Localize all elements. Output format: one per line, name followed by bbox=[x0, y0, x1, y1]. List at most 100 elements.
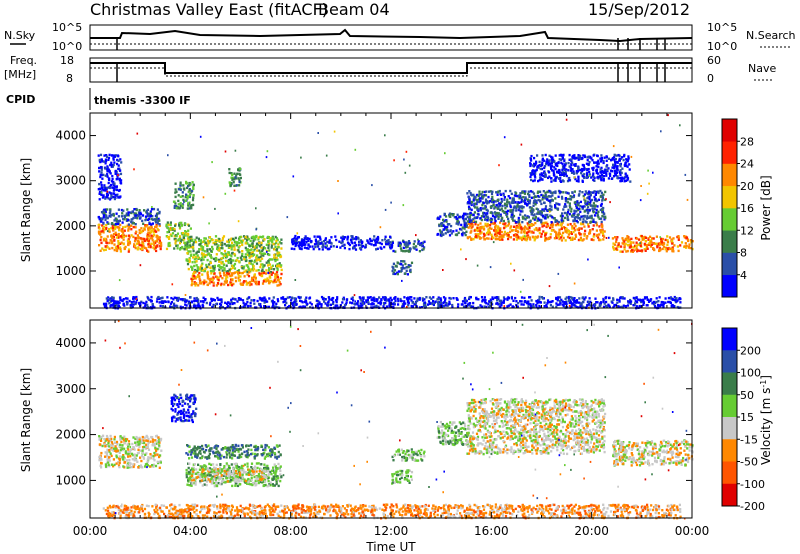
data-cell bbox=[579, 154, 582, 158]
data-cell bbox=[500, 200, 504, 203]
data-cell bbox=[473, 204, 476, 208]
data-cell bbox=[149, 212, 152, 215]
data-cell bbox=[223, 249, 227, 253]
data-cell bbox=[179, 248, 182, 251]
data-cell bbox=[645, 304, 648, 307]
data-cell bbox=[450, 224, 453, 228]
data-cell bbox=[552, 171, 555, 174]
data-cell bbox=[558, 170, 561, 173]
data-cell bbox=[403, 260, 406, 263]
data-cell bbox=[502, 194, 505, 197]
data-cell bbox=[360, 244, 363, 247]
data-cell bbox=[228, 268, 231, 271]
data-cell bbox=[120, 179, 123, 182]
data-cell bbox=[128, 224, 131, 228]
data-cell bbox=[568, 153, 571, 157]
data-cell bbox=[108, 177, 111, 180]
data-cell bbox=[162, 301, 165, 305]
data-cell bbox=[343, 236, 346, 239]
data-cell bbox=[105, 297, 108, 300]
data-cell bbox=[630, 241, 633, 244]
data-cell bbox=[154, 221, 157, 224]
data-cell bbox=[107, 296, 110, 299]
data-cell bbox=[245, 240, 248, 244]
data-cell bbox=[187, 250, 190, 253]
data-cell bbox=[570, 302, 573, 305]
data-cell bbox=[595, 224, 598, 227]
data-cell bbox=[533, 239, 536, 242]
data-cell bbox=[562, 236, 565, 240]
data-cell bbox=[487, 224, 490, 227]
data-cell bbox=[551, 156, 554, 159]
data-cell bbox=[538, 227, 541, 230]
data-cell bbox=[224, 278, 227, 281]
data-cell bbox=[541, 196, 545, 199]
data-cell bbox=[571, 236, 574, 239]
data-cell bbox=[208, 303, 212, 306]
data-cell bbox=[284, 297, 288, 301]
data-cell bbox=[597, 165, 600, 169]
data-cell bbox=[449, 297, 452, 300]
data-cell bbox=[381, 296, 385, 299]
data-cell bbox=[400, 263, 403, 266]
data-cell bbox=[277, 253, 280, 257]
data-cell bbox=[626, 178, 629, 182]
data-cell bbox=[550, 177, 553, 180]
data-cell bbox=[218, 247, 221, 250]
data-cell bbox=[253, 280, 256, 283]
data-cell bbox=[639, 244, 642, 247]
data-cell bbox=[483, 305, 486, 308]
data-cell bbox=[373, 305, 376, 308]
data-cell bbox=[147, 228, 150, 232]
data-cell bbox=[530, 154, 533, 158]
data-cell bbox=[140, 230, 143, 233]
data-cell bbox=[579, 210, 582, 214]
data-cell bbox=[150, 299, 153, 303]
data-cell bbox=[533, 218, 536, 221]
data-cell bbox=[228, 181, 231, 184]
data-cell bbox=[612, 247, 615, 250]
data-cell bbox=[470, 238, 473, 241]
data-cell bbox=[174, 195, 177, 199]
data-cell bbox=[185, 193, 188, 196]
data-cell bbox=[219, 306, 222, 309]
data-cell bbox=[581, 175, 585, 178]
data-cell bbox=[267, 264, 270, 267]
data-cell bbox=[565, 227, 568, 231]
data-cell bbox=[596, 199, 599, 202]
data-cell bbox=[143, 246, 146, 250]
data-cell bbox=[111, 154, 114, 157]
data-cell bbox=[489, 190, 492, 193]
data-cell bbox=[535, 303, 538, 307]
data-cell bbox=[200, 259, 203, 262]
data-cell bbox=[190, 246, 193, 249]
data-cell bbox=[555, 231, 558, 234]
data-cell bbox=[230, 237, 233, 240]
data-cell bbox=[599, 204, 603, 207]
data-cell bbox=[293, 306, 296, 309]
data-cell bbox=[462, 217, 465, 220]
data-cell bbox=[537, 299, 540, 302]
data-cell bbox=[496, 225, 499, 228]
data-cell bbox=[555, 202, 558, 205]
data-cell bbox=[551, 216, 554, 219]
data-cell bbox=[176, 247, 179, 250]
data-cell bbox=[499, 228, 502, 232]
data-cell bbox=[579, 157, 582, 160]
data-cell bbox=[107, 197, 110, 200]
data-cell bbox=[632, 241, 635, 244]
data-cell bbox=[332, 302, 335, 306]
data-cell bbox=[587, 303, 590, 306]
data-cell bbox=[494, 235, 497, 238]
data-cell bbox=[181, 195, 184, 198]
data-cell bbox=[506, 198, 509, 201]
data-cell bbox=[294, 239, 297, 243]
data-cell bbox=[270, 244, 273, 247]
data-cell bbox=[497, 190, 500, 193]
data-cell bbox=[645, 296, 648, 299]
data-cell bbox=[590, 157, 593, 160]
data-cell bbox=[519, 223, 522, 227]
data-cell bbox=[203, 279, 206, 282]
data-cell bbox=[272, 268, 276, 271]
data-cell bbox=[503, 233, 506, 236]
